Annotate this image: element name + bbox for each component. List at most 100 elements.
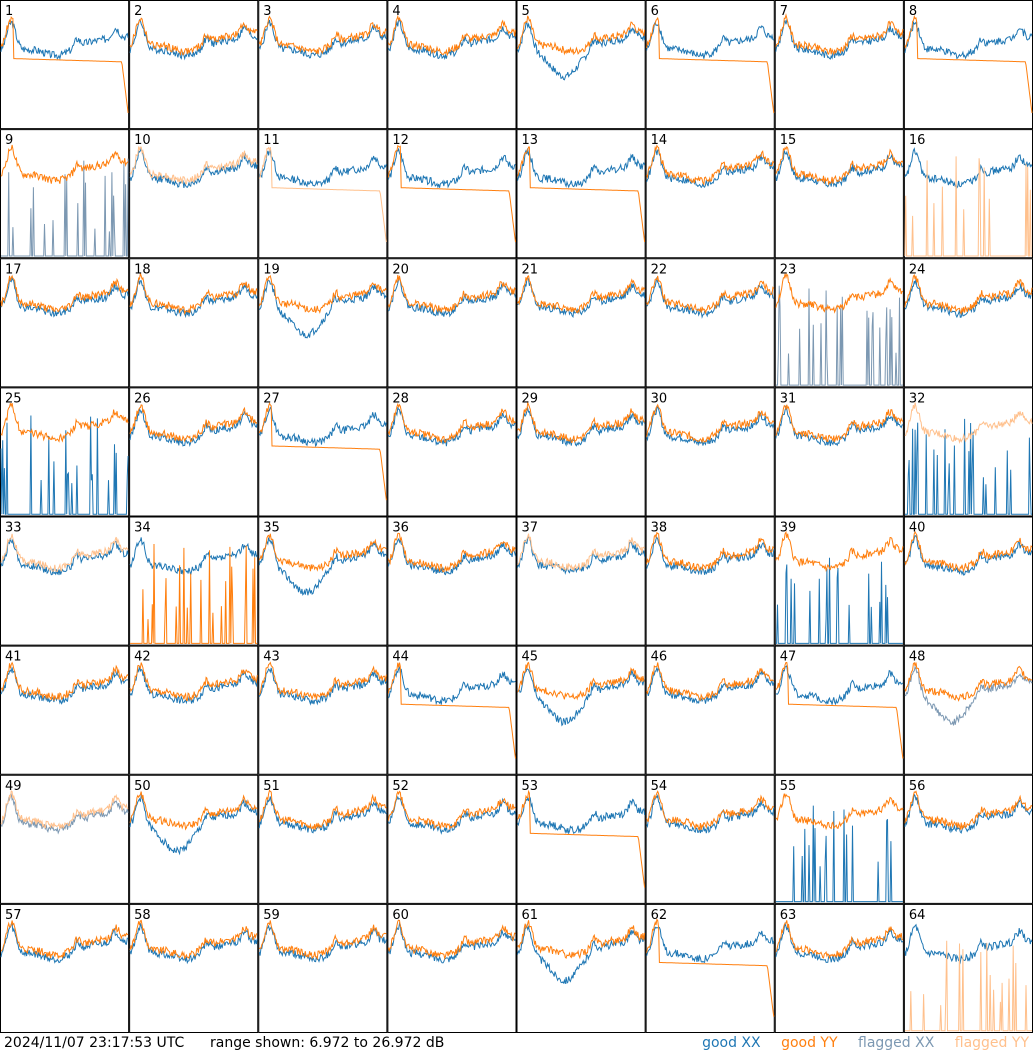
panel-label: 1 [5, 4, 13, 19]
panel-frame [0, 774, 130, 904]
panel-frame [387, 903, 517, 1033]
panel-frame [903, 774, 1033, 904]
panel-label: 14 [651, 133, 668, 148]
panel-43: 43 [258, 645, 388, 775]
series-xx-64 [904, 923, 1033, 965]
panel-frame [903, 129, 1033, 259]
panel-50: 50 [129, 774, 259, 904]
panel-frame [774, 387, 904, 517]
panel-frame [387, 258, 517, 388]
panel-19: 19 [258, 258, 388, 388]
panel-label: 33 [5, 521, 22, 536]
series-yy-45 [517, 661, 645, 701]
panel-34: 34 [129, 516, 259, 646]
panel-35: 35 [258, 516, 388, 646]
series-yy-2 [129, 17, 258, 56]
series-yy-63 [775, 920, 904, 960]
panel-label: 30 [651, 391, 668, 406]
series-yy-57 [0, 920, 129, 960]
panel-frame [0, 387, 130, 517]
panel-29: 29 [516, 387, 646, 517]
panel-frame [387, 774, 517, 904]
series-yy-43 [258, 661, 387, 701]
panel-4: 4 [387, 0, 517, 130]
series-yy-16 [904, 156, 1032, 257]
series-yy-39 [775, 530, 904, 573]
series-xx-44 [387, 666, 516, 706]
panel-label: 29 [522, 391, 539, 406]
panel-label: 13 [522, 133, 539, 148]
series-xx-39 [775, 557, 903, 644]
panel-21: 21 [516, 258, 646, 388]
panel-33: 33 [0, 516, 130, 646]
series-yy-27 [258, 402, 387, 501]
panel-frame [129, 774, 259, 904]
panel-11: 11 [258, 129, 388, 259]
series-yy-60 [387, 919, 516, 961]
panel-60: 60 [387, 903, 517, 1033]
series-yy-37 [517, 533, 645, 572]
series-yy-9 [0, 144, 129, 184]
panel-label: 38 [651, 521, 668, 536]
panel-8: 8 [903, 0, 1033, 130]
series-xx-12 [387, 147, 516, 189]
panel-frame [129, 258, 259, 388]
panel-label: 41 [5, 650, 22, 665]
series-xx-36 [387, 537, 516, 576]
series-xx-9 [1, 158, 129, 257]
panel-label: 60 [392, 908, 409, 923]
panel-18: 18 [129, 258, 259, 388]
series-yy-51 [258, 789, 387, 831]
panel-label: 63 [780, 908, 797, 923]
panel-37: 37 [516, 516, 646, 646]
panel-38: 38 [645, 516, 775, 646]
panel-label: 50 [134, 779, 151, 794]
panel-frame [645, 645, 775, 775]
panel-16: 16 [903, 129, 1033, 259]
panel-45: 45 [516, 645, 646, 775]
panel-41: 41 [0, 645, 130, 775]
panel-frame [903, 645, 1033, 775]
panel-14: 14 [645, 129, 775, 259]
panel-label: 4 [392, 4, 400, 19]
panel-12: 12 [387, 129, 517, 259]
panel-label: 51 [263, 779, 280, 794]
series-yy-64 [904, 940, 1032, 1032]
series-xx-57 [0, 923, 129, 964]
series-yy-8 [904, 14, 1033, 113]
panel-label: 61 [522, 908, 539, 923]
panel-label: 2 [134, 4, 142, 19]
series-yy-50 [129, 791, 258, 831]
panel-label: 54 [651, 779, 668, 794]
panel-label: 46 [651, 650, 668, 665]
panel-frame [774, 903, 904, 1033]
panel-label: 16 [909, 133, 926, 148]
panel-28: 28 [387, 387, 517, 517]
panel-label: 59 [263, 908, 280, 923]
panel-label: 23 [780, 262, 797, 277]
series-yy-58 [129, 919, 258, 960]
panel-63: 63 [774, 903, 904, 1033]
series-yy-54 [646, 790, 775, 831]
series-xx-6 [646, 21, 775, 59]
series-yy-34 [130, 543, 258, 644]
series-yy-29 [517, 400, 645, 444]
legend-flagged-xx: flagged XX [858, 1035, 935, 1051]
panel-frame [0, 0, 130, 130]
series-yy-22 [646, 275, 775, 315]
series-yy-52 [387, 790, 516, 831]
series-xx-31 [775, 404, 904, 447]
panel-57: 57 [0, 903, 130, 1033]
panel-label: 25 [5, 391, 22, 406]
series-xx-37 [517, 535, 646, 575]
series-xx-49 [0, 793, 129, 835]
panel-frame [645, 774, 775, 904]
series-yy-17 [0, 274, 129, 313]
panel-frame [516, 387, 646, 517]
series-yy-61 [517, 920, 646, 960]
series-xx-58 [129, 923, 258, 965]
panel-47: 47 [774, 645, 904, 775]
panel-label: 20 [392, 262, 409, 277]
panel-label: 26 [134, 391, 151, 406]
panel-frame [516, 258, 646, 388]
